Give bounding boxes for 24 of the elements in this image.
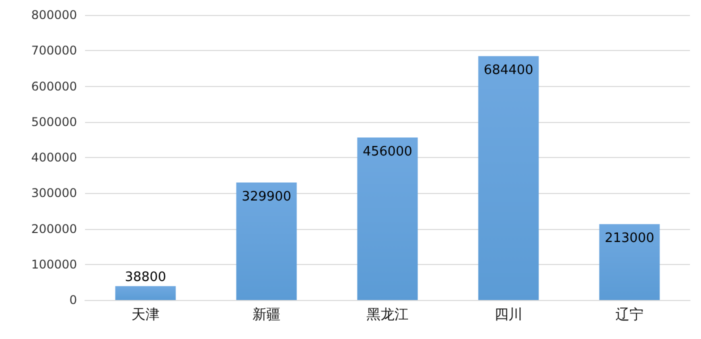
data-label: 456000: [362, 144, 412, 160]
data-label: 329900: [242, 189, 292, 204]
y-tick-label: 800000: [31, 8, 77, 22]
y-tick-label: 400000: [31, 150, 77, 164]
bar: [357, 138, 418, 300]
x-tick-label: 天津: [132, 307, 160, 323]
y-tick-label: 700000: [31, 44, 77, 58]
bar: [115, 286, 176, 300]
y-tick-label: 200000: [31, 222, 77, 236]
bar: [599, 224, 660, 300]
y-tick-label: 0: [69, 293, 77, 307]
y-tick-label: 600000: [31, 79, 77, 94]
y-tick-label: 300000: [31, 186, 77, 200]
data-label: 38800: [124, 270, 166, 286]
y-tick-label: 100000: [31, 257, 77, 272]
x-tick-label: 辽宁: [616, 307, 644, 323]
bar: [478, 56, 539, 300]
y-tick-label: 500000: [31, 114, 77, 129]
x-tick-label: 四川: [494, 307, 522, 323]
x-tick-label: 黑龙江: [366, 307, 408, 323]
bar: [236, 182, 297, 300]
data-label: 684400: [484, 63, 534, 78]
x-tick-label: 新疆: [252, 307, 280, 323]
data-label: 213000: [604, 231, 654, 246]
